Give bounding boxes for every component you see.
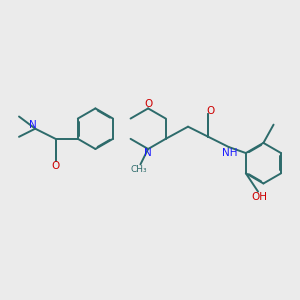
Text: N: N [144, 148, 152, 158]
Text: O: O [144, 99, 152, 109]
Text: O: O [51, 160, 60, 171]
Text: CH₃: CH₃ [130, 165, 147, 174]
Text: N: N [29, 120, 37, 130]
Text: OH: OH [251, 192, 267, 202]
Text: NH: NH [222, 148, 237, 158]
Text: O: O [206, 106, 214, 116]
